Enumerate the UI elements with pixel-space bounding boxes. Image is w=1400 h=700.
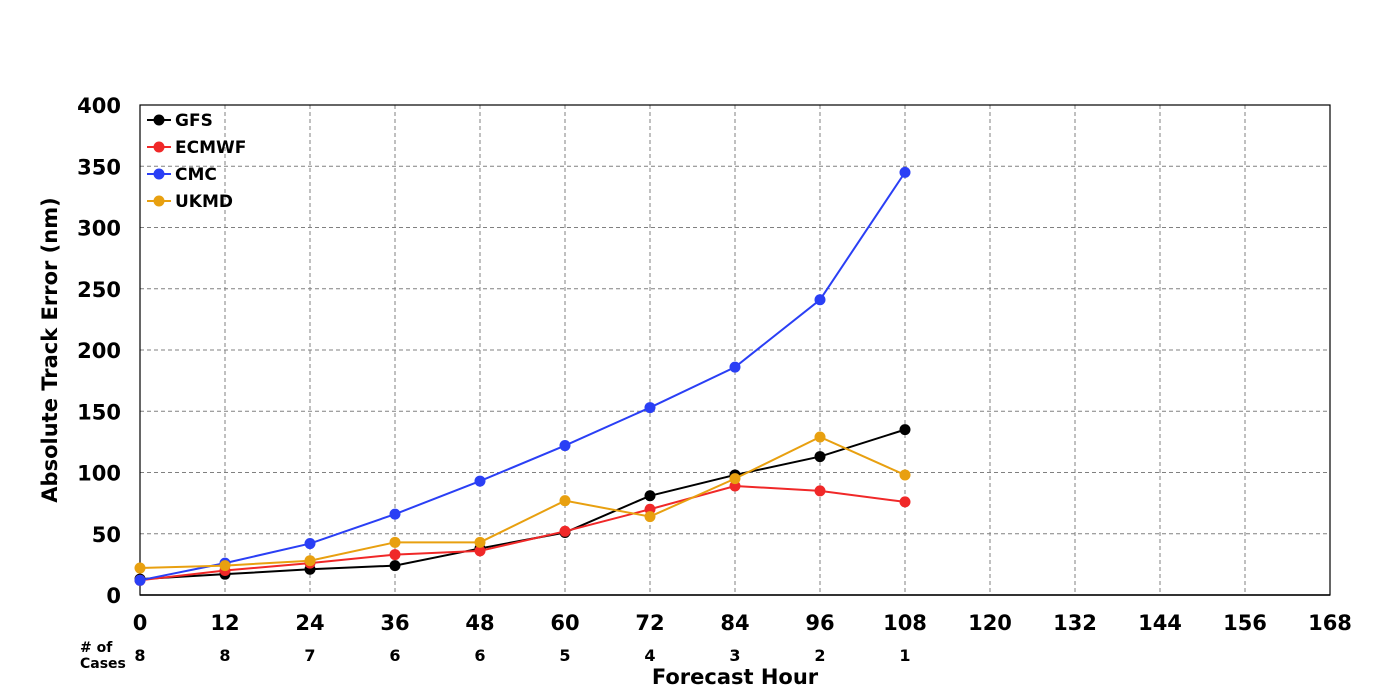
data-point: [474, 475, 486, 487]
legend-label: UKMD: [175, 192, 233, 212]
y-tick-label: 150: [77, 400, 121, 424]
data-point: [389, 536, 401, 548]
legend-swatch-marker: [153, 141, 165, 153]
case-count: 3: [729, 646, 740, 665]
case-count: 7: [304, 646, 315, 665]
data-point: [134, 574, 146, 586]
cases-row: # of Cases 8 8 7 6 6 5 4 3 2 1: [80, 640, 911, 672]
x-tick-label: 36: [380, 611, 409, 635]
series-line: [139, 171, 906, 582]
legend-label: GFS: [175, 111, 213, 131]
data-point: [559, 495, 571, 507]
y-tick-label: 250: [77, 278, 121, 302]
data-point: [814, 294, 826, 306]
x-axis-label: Forecast Hour: [652, 665, 819, 689]
x-tick-label: 120: [968, 611, 1012, 635]
series-ukmd: [134, 431, 911, 574]
x-tick-label: 12: [210, 611, 239, 635]
data-point: [814, 451, 826, 463]
series-line: [139, 484, 906, 582]
data-point: [644, 402, 656, 414]
grid-lines: [140, 105, 1330, 595]
x-tick-label: 72: [635, 611, 664, 635]
x-tick-label: 96: [805, 611, 834, 635]
legend-item-ecmwf: ECMWF: [147, 138, 246, 158]
y-axis-ticks: 0 50 100 150 200 250 300 350 400: [77, 94, 121, 608]
x-tick-label: 108: [883, 611, 927, 635]
case-count: 4: [644, 646, 655, 665]
data-point: [474, 536, 486, 548]
data-point: [899, 496, 911, 508]
data-point: [899, 424, 911, 436]
case-count: 5: [559, 646, 570, 665]
data-point: [389, 560, 401, 572]
cases-label: # of Cases: [80, 640, 126, 672]
data-point: [814, 485, 826, 497]
data-point: [389, 549, 401, 561]
x-tick-label: 0: [133, 611, 148, 635]
y-tick-label: 100: [77, 462, 121, 486]
series-cmc: [134, 166, 911, 586]
y-tick-label: 200: [77, 339, 121, 363]
data-point: [474, 545, 486, 557]
data-point: [304, 555, 316, 567]
legend-label: ECMWF: [175, 138, 246, 158]
x-tick-label: 132: [1053, 611, 1097, 635]
legend-label: CMC: [175, 165, 217, 185]
cases-label-line: # of: [80, 640, 113, 656]
y-tick-label: 350: [77, 155, 121, 179]
x-tick-label: 144: [1138, 611, 1182, 635]
legend-item-ukmd: UKMD: [147, 192, 233, 212]
y-tick-label: 50: [92, 523, 121, 547]
data-point: [899, 166, 911, 178]
data-point: [559, 440, 571, 452]
legend: GFS ECMWF CMC UKMD: [147, 111, 246, 212]
series-gfs: [134, 424, 911, 585]
data-point: [304, 538, 316, 550]
x-tick-label: 24: [295, 611, 324, 635]
y-tick-label: 400: [77, 94, 121, 118]
case-count: 8: [134, 646, 145, 665]
data-point: [899, 469, 911, 481]
case-count: 6: [389, 646, 400, 665]
data-point: [559, 525, 571, 537]
case-count: 8: [219, 646, 230, 665]
case-count: 6: [474, 646, 485, 665]
legend-item-gfs: GFS: [147, 111, 213, 131]
x-tick-label: 156: [1223, 611, 1267, 635]
x-tick-label: 168: [1308, 611, 1352, 635]
legend-swatch-marker: [153, 195, 165, 207]
x-tick-label: 48: [465, 611, 494, 635]
x-axis-ticks: 0 12 24 36 48 60 72 84 96 108 120 132 144 156 168: [133, 594, 1352, 635]
data-point: [389, 508, 401, 520]
data-point: [644, 511, 656, 523]
data-point: [814, 431, 826, 443]
y-axis-label: Absolute Track Error (nm): [38, 197, 62, 502]
case-count: 2: [814, 646, 825, 665]
y-tick-label: 300: [77, 217, 121, 241]
legend-item-cmc: CMC: [147, 165, 217, 185]
case-count: 1: [899, 646, 910, 665]
legend-swatch-marker: [153, 114, 165, 126]
legend-swatch-marker: [153, 168, 165, 180]
data-point: [644, 490, 656, 502]
series-line: [139, 435, 906, 570]
data-point: [219, 560, 231, 572]
x-tick-label: 60: [550, 611, 579, 635]
cases-label-line: Cases: [80, 656, 126, 672]
data-point: [134, 562, 146, 574]
x-tick-label: 84: [720, 611, 749, 635]
series-ecmwf: [134, 480, 911, 586]
series-layer: [134, 166, 911, 586]
data-point: [729, 361, 741, 373]
y-tick-label: 0: [106, 584, 121, 608]
data-point: [729, 473, 741, 485]
